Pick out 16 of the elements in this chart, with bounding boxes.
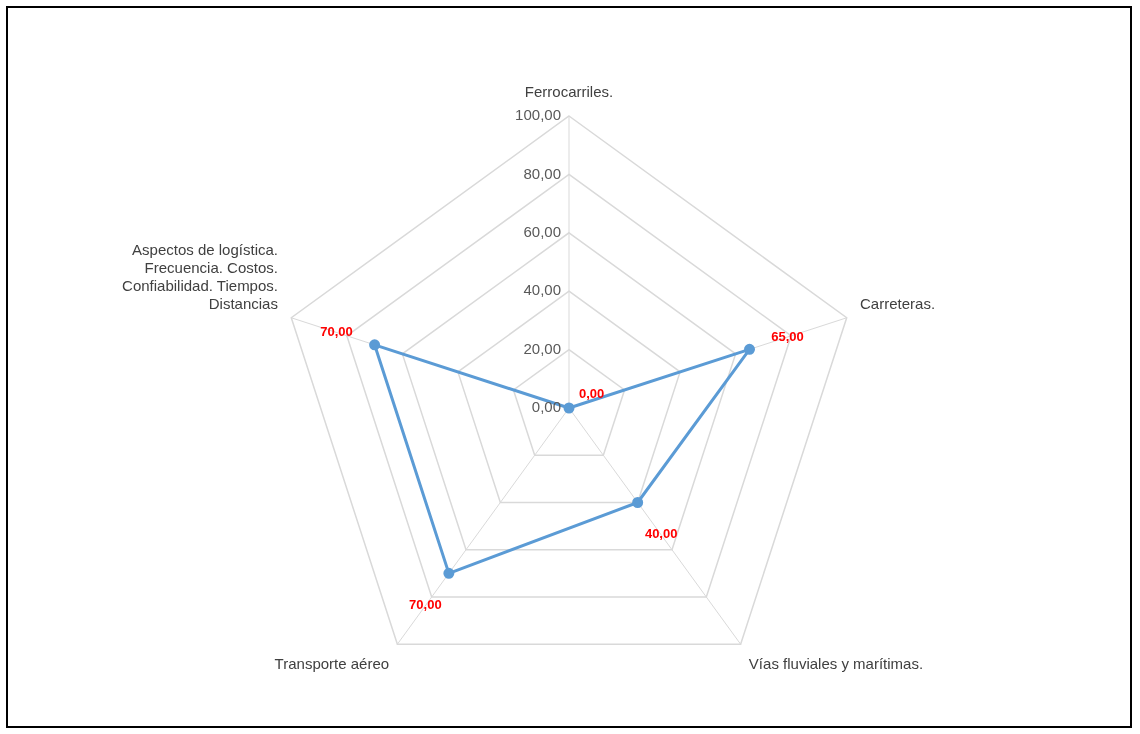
spoke-label: Vías fluviales y marítimas. (748, 654, 924, 672)
y-tick-label: 20,00 (523, 339, 561, 357)
y-tick-label: 100,00 (515, 106, 561, 124)
spoke-label: Transporte aéreo (274, 654, 390, 672)
y-tick-label: 40,00 (523, 281, 561, 299)
y-tick-label: 0,00 (531, 398, 561, 416)
spoke-label: Carreteras. (860, 294, 936, 312)
data-label: 40,00 (644, 526, 678, 542)
data-label: 70,00 (320, 324, 353, 340)
y-tick-label: 80,00 (523, 164, 561, 182)
data-label: 65,00 (771, 328, 804, 344)
spoke-label: Aspectos de logística. Frecuencia. Costos. Confiabilidad. Tiempos. Distancias (122, 240, 278, 312)
data-label: 70,00 (409, 597, 442, 613)
y-tick-label: 60,00 (523, 222, 561, 240)
data-label: 0,00 (579, 385, 605, 401)
spoke-label: Ferrocarriles. (524, 83, 614, 101)
